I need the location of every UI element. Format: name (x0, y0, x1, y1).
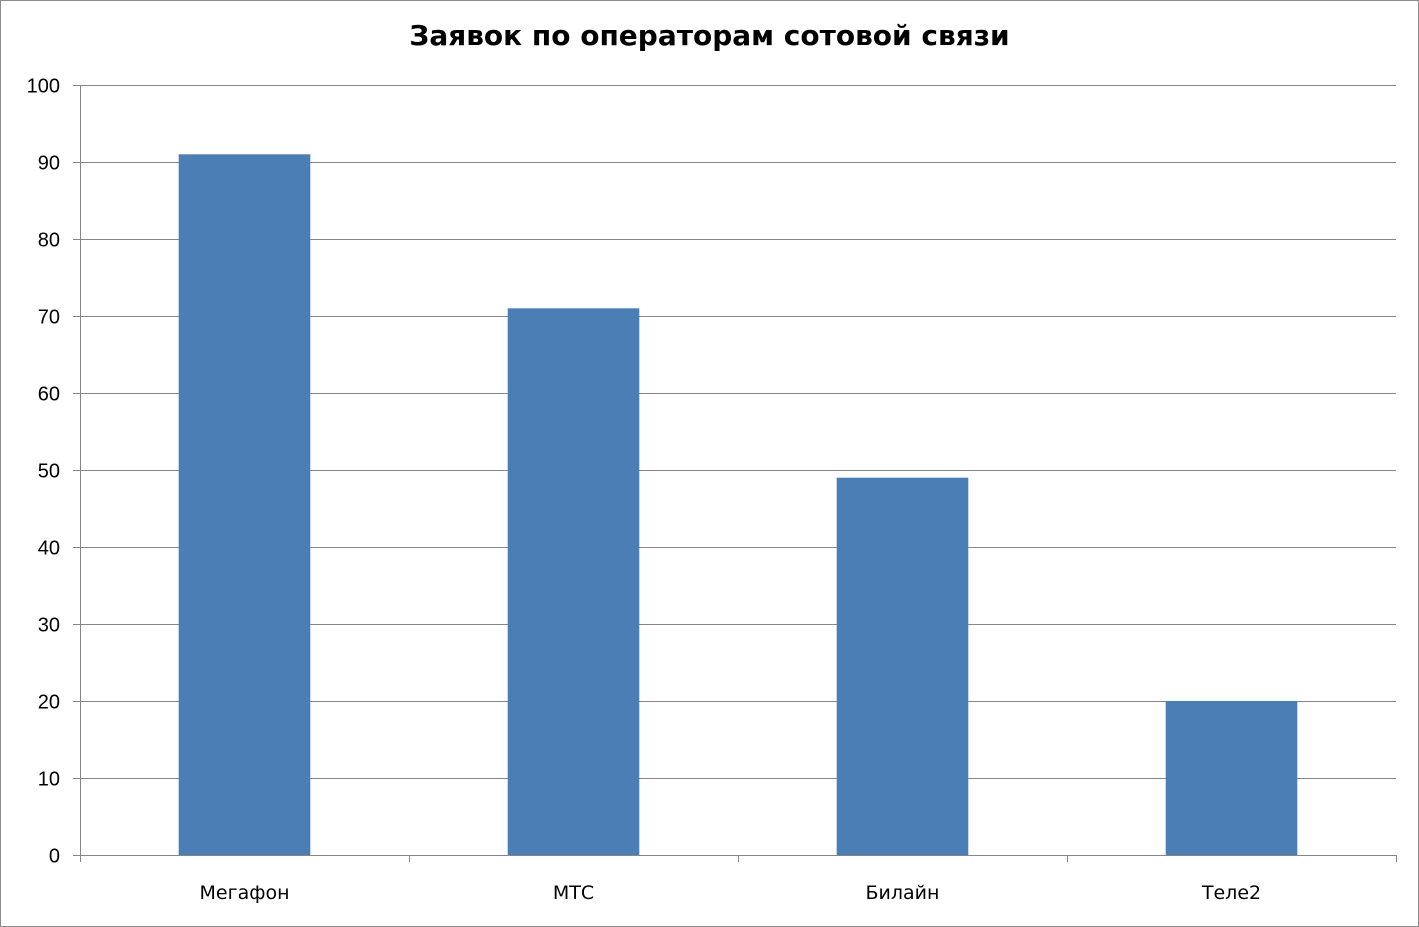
y-tick-label: 40 (38, 538, 60, 560)
y-tick-label: 60 (38, 384, 60, 406)
axes (73, 85, 1397, 862)
y-tick-label: 50 (38, 461, 60, 483)
chart-title: Заявок по операторам сотовой связи (409, 19, 1010, 52)
bars (178, 154, 1298, 856)
y-tick-label: 80 (38, 230, 60, 252)
x-category-label: Мегафон (200, 882, 290, 904)
x-category-label: МТС (553, 882, 594, 904)
bar-2 (507, 308, 640, 855)
y-tick-label: 0 (49, 846, 60, 868)
y-tick-label: 20 (38, 692, 60, 714)
bar-4 (1165, 701, 1298, 855)
bar-3 (836, 477, 969, 855)
y-tick-label: 90 (38, 153, 60, 175)
y-tick-label: 100 (27, 76, 60, 98)
y-tick-label: 30 (38, 615, 60, 637)
y-tick-label: 70 (38, 307, 60, 329)
x-category-label: Теле2 (1201, 882, 1261, 904)
x-category-label: Билайн (866, 882, 940, 904)
bar-1 (178, 154, 311, 856)
y-tick-label: 10 (38, 769, 60, 791)
axis-labels: 0 10 20 30 40 50 60 70 80 90 100 Мегафон МТС Билайн Те… (27, 76, 1261, 905)
